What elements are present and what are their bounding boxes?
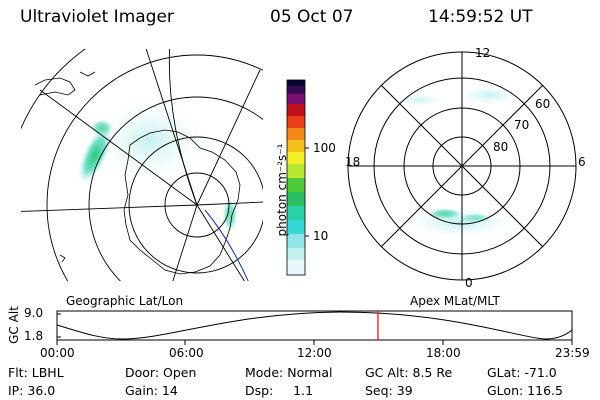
gc-alt-axis-label: GC Alt [7, 306, 21, 344]
mlat-label-80: 80 [493, 140, 509, 154]
time-tick-1200: 12:00 [297, 346, 332, 360]
gc-alt-value: GC Alt: 8.5 Re [365, 365, 453, 380]
glat-value: GLat: -71.0 [487, 365, 557, 380]
mlt-label-top: 12 [475, 46, 491, 60]
door-value: Door: Open [125, 365, 197, 380]
colorbar [286, 79, 309, 276]
altitude-strip-chart [56, 310, 573, 345]
geographic-map [21, 49, 263, 281]
altitude-curve [56, 311, 573, 340]
colorbar-tick-100: 100 [313, 141, 336, 155]
time-tick-0000: 00:00 [40, 346, 75, 360]
mlt-label-bottom: 0 [465, 276, 473, 290]
ip-value: IP: 36.0 [8, 383, 56, 398]
aurora-emission-polar-haze [405, 206, 515, 238]
mode-value: Mode: Normal [245, 365, 333, 380]
mlt-label-left: 18 [345, 155, 361, 169]
aurora-emission-geo-right [222, 197, 238, 233]
glon-value: GLon: 116.5 [487, 383, 563, 398]
gc-alt-ymin: 1.8 [24, 329, 44, 343]
polar-plot-label: Apex MLat/MLT [410, 294, 500, 308]
filter-value: Flt: LBHL [8, 365, 64, 380]
mlt-label-right: 6 [578, 155, 586, 169]
time-tick-1800: 18:00 [426, 346, 461, 360]
dsp-value: Dsp: 1.1 [245, 383, 314, 398]
time-label: 14:59:52 UT [428, 7, 533, 27]
date-label: 05 Oct 07 [270, 7, 354, 27]
gc-alt-ymax: 9.0 [24, 306, 44, 320]
colorbar-unit-label: photon cm⁻²s⁻¹ [275, 143, 289, 237]
geographic-map-label: Geographic Lat/Lon [66, 294, 184, 308]
mlat-label-60: 60 [535, 97, 551, 111]
colorbar-tick-10: 10 [313, 229, 329, 243]
mlat-label-70: 70 [514, 118, 530, 132]
time-tick-0600: 06:00 [169, 346, 204, 360]
polar-plot [347, 51, 577, 281]
gain-value: Gain: 14 [125, 383, 178, 398]
aurora-emission-geo-haze [95, 100, 205, 180]
seq-value: Seq: 39 [365, 383, 413, 398]
instrument-title: Ultraviolet Imager [20, 7, 174, 27]
time-tick-2359: 23:59 [555, 346, 590, 360]
aurora-emission-polar-top [455, 85, 525, 105]
magnetic-meridian [204, 209, 249, 281]
